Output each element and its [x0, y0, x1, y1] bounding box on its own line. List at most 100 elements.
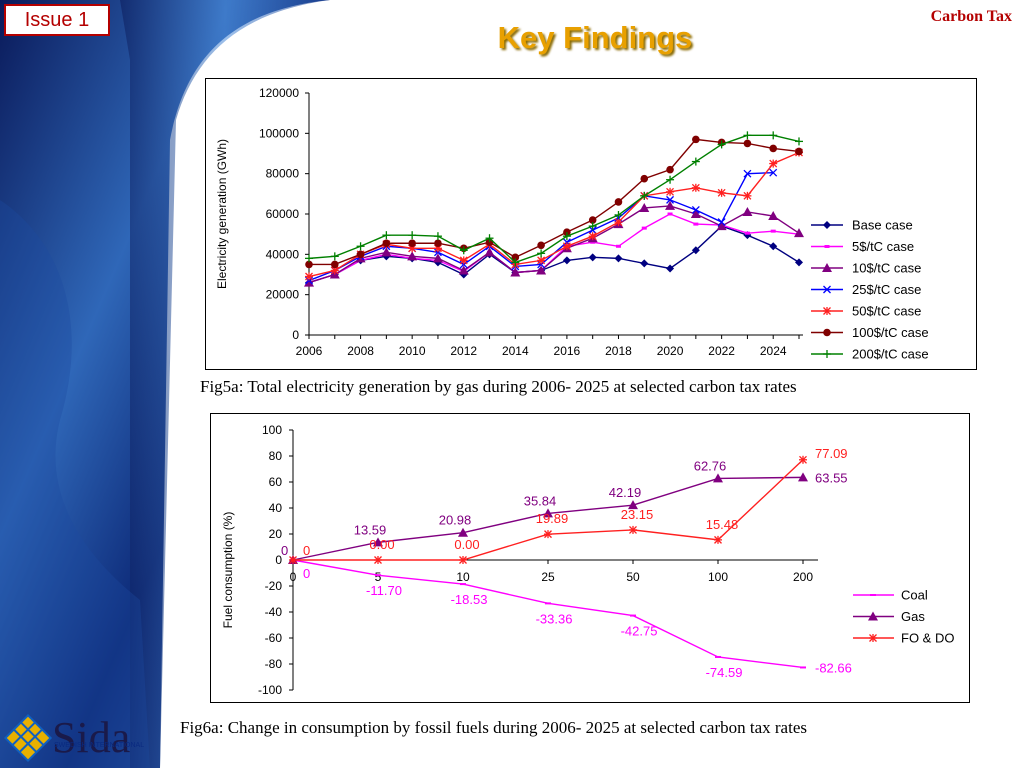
legend-label: 25$/tC case: [852, 282, 921, 297]
data-label: -33.36: [536, 611, 573, 626]
data-point: [459, 246, 468, 255]
data-point: [640, 174, 649, 183]
data-label: 35.84: [524, 493, 557, 508]
figure-caption-6a: Fig6a: Change in consumption by fossil f…: [180, 718, 807, 737]
data-point: [588, 226, 597, 235]
legend-marker: [823, 307, 831, 315]
data-point: [769, 159, 778, 168]
data-point: [545, 602, 551, 605]
data-label: 62.76: [694, 458, 727, 473]
x-tick-label: 100: [708, 570, 728, 584]
data-label: 0.00: [454, 537, 479, 552]
y-tick-label: 60000: [266, 207, 300, 221]
y-tick-label: 100000: [259, 126, 299, 140]
data-point: [562, 256, 571, 265]
data-point: [458, 527, 468, 537]
x-tick-label: 25: [541, 570, 555, 584]
data-point: [640, 259, 649, 268]
data-point: [666, 175, 675, 184]
data-point: [666, 187, 675, 196]
data-point: [691, 206, 700, 214]
legend-marker: [823, 350, 831, 358]
x-tick-label: 2024: [760, 344, 787, 358]
data-point: [629, 525, 637, 534]
data-point: [691, 246, 700, 255]
data-point: [407, 251, 418, 261]
chart-panel-electricity: 0 20000 40000 60000 80000 100000 120000 2006 200…: [205, 78, 977, 370]
legend-marker: [823, 285, 831, 294]
legend-marker: [822, 263, 832, 272]
data-point: [639, 202, 650, 212]
data-point: [373, 537, 383, 547]
topic-label: Carbon Tax: [930, 8, 1012, 25]
y-tick-label: -60: [265, 631, 283, 645]
data-point: [769, 168, 778, 177]
data-point: [641, 226, 647, 230]
data-point: [563, 228, 571, 236]
data-point: [304, 277, 314, 287]
legend-label: 5$/tC case: [852, 239, 914, 254]
data-point: [408, 231, 417, 240]
y-tick-label: -80: [265, 657, 283, 671]
y-tick-label: 0: [292, 328, 299, 342]
data-point: [356, 242, 365, 251]
data-point: [537, 241, 545, 250]
data-point: [744, 231, 750, 235]
legend-marker: [869, 634, 877, 642]
data-point: [330, 260, 339, 269]
data-point-stroke: [743, 169, 752, 178]
sida-logo-mark: [4, 713, 53, 763]
x-tick-label: 2010: [399, 344, 426, 358]
data-point: [666, 264, 675, 273]
data-point: [459, 256, 468, 265]
data-point: [713, 473, 723, 483]
data-point: [537, 256, 546, 265]
data-label: 13.59: [354, 522, 387, 537]
data-point: [717, 140, 726, 149]
data-label: 15.48: [706, 517, 739, 532]
series-line: [308, 213, 800, 284]
page-title: Key Findings: [497, 20, 693, 55]
sida-logo-word: Sida: [52, 713, 131, 762]
data-point: [381, 247, 392, 257]
data-point: [770, 229, 776, 233]
data-point: [511, 253, 520, 262]
data-point: [543, 508, 553, 518]
legend-marker: [823, 221, 831, 229]
legend-marker: [824, 245, 830, 248]
data-point: [330, 252, 339, 261]
x-tick-label: 200: [793, 570, 813, 584]
data-point: [630, 614, 636, 617]
data-point: [562, 242, 571, 251]
data-point: [374, 556, 382, 564]
data-point: [588, 216, 597, 224]
data-point: [382, 239, 391, 248]
x-tick-label: 2020: [657, 344, 684, 358]
data-label: -18.53: [451, 592, 488, 607]
legend-label: 100$/tC case: [852, 325, 929, 340]
y-tick-label: 80: [269, 449, 283, 463]
x-tick-label: 2018: [605, 344, 632, 358]
data-label: 0: [281, 543, 288, 558]
data-point: [665, 200, 676, 210]
data-label: 0.00: [369, 537, 394, 552]
y-tick-label: 120000: [259, 86, 299, 100]
data-point: [715, 655, 721, 658]
legend-label: 200$/tC case: [852, 347, 929, 362]
data-point: [693, 222, 699, 226]
data-point: [536, 265, 547, 275]
legend-label: Coal: [901, 588, 928, 603]
x-tick-label: 2014: [502, 344, 529, 358]
data-point: [769, 131, 778, 140]
x-tick-label: 50: [626, 570, 640, 584]
y-tick-label: 0: [275, 553, 282, 567]
data-label: 77.09: [815, 446, 848, 461]
data-point: [614, 218, 623, 227]
data-point-stroke: [691, 206, 700, 214]
x-tick-label: 2022: [708, 344, 735, 358]
data-point: [562, 232, 571, 241]
data-point: [614, 198, 623, 206]
data-point: [743, 169, 752, 178]
data-point: [666, 195, 675, 204]
data-point: [614, 211, 623, 220]
